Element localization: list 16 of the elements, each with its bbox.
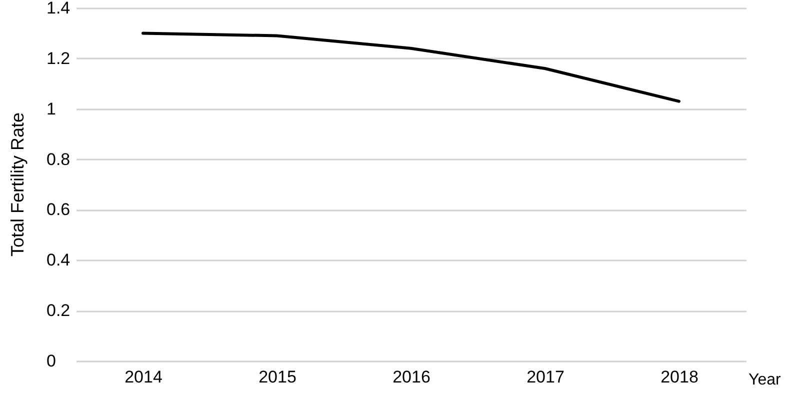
y-tick-label: 0.2: [46, 301, 70, 320]
y-tick-label: 0.4: [46, 250, 70, 270]
x-tick-label: 2016: [392, 368, 430, 386]
y-tick-label: 0.8: [46, 150, 70, 169]
y-tick-label: 0: [46, 352, 56, 370]
y-tick-label: 1: [46, 99, 56, 118]
x-tick-label: 2015: [258, 368, 296, 386]
x-tick-label: 2014: [124, 368, 162, 386]
line-series: [142, 32, 680, 103]
y-tick-label: 0.6: [46, 200, 70, 220]
x-tick-label: 2017: [526, 368, 564, 386]
y-tick-label: 1.4: [46, 0, 70, 18]
y-axis-title: Total Fertility Rate: [8, 112, 28, 257]
y-tick-label: 1.2: [46, 48, 70, 68]
x-axis-title: Year: [748, 372, 782, 388]
x-tick-label: 2018: [660, 368, 698, 386]
